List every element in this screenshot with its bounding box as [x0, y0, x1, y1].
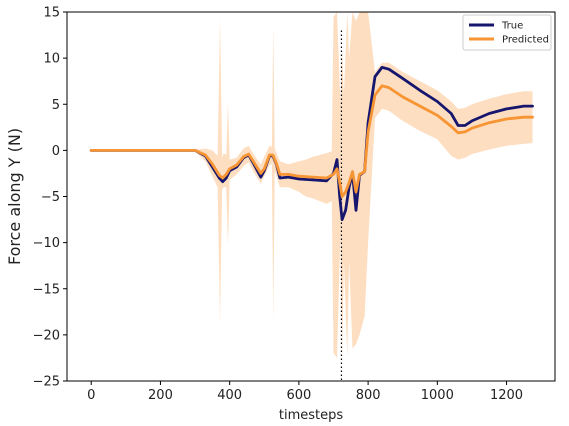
y-tick-label: −15 [33, 282, 60, 297]
x-tick-label: 600 [286, 388, 311, 403]
legend-label-predicted: Predicted [502, 35, 549, 46]
legend-label-true: True [501, 21, 523, 32]
x-tick-label: 800 [356, 388, 381, 403]
x-tick-label: 1000 [421, 388, 454, 403]
axis-ticks: 0 200 400 600 800 1000 1200 15 10 5 0 −5 −10 −15 −20 −2… [33, 6, 524, 404]
y-tick-label: −20 [33, 328, 60, 343]
x-tick-label: 200 [148, 388, 173, 403]
uncertainty-band [91, 12, 533, 358]
x-tick-label: 0 [87, 388, 95, 403]
y-tick-label: 10 [43, 52, 60, 67]
plot-area [89, 12, 534, 381]
y-tick-label: −10 [33, 236, 60, 251]
y-tick-label: 0 [52, 144, 60, 159]
y-tick-label: −5 [41, 190, 60, 205]
y-tick-label: 5 [52, 98, 60, 113]
series-line-predicted [89, 84, 534, 198]
x-tick-label: 1200 [490, 388, 523, 403]
x-axis-label: timesteps [279, 408, 343, 423]
y-tick-label: 15 [43, 6, 60, 21]
y-tick-label: −25 [33, 375, 60, 390]
legend: True Predicted [462, 14, 552, 51]
y-axis-label: Force along Y (N) [5, 128, 24, 265]
x-tick-label: 400 [217, 388, 242, 403]
